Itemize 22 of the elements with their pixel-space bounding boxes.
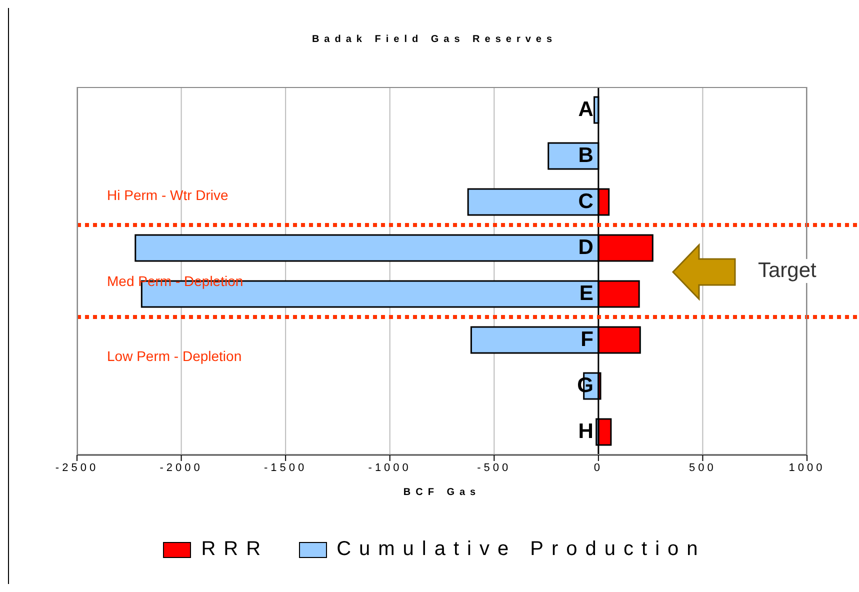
- y-tick-label: C: [577, 189, 594, 215]
- x-tick-label: -1000: [368, 462, 412, 474]
- y-tick-label: H: [577, 419, 594, 445]
- y-tick-label: E: [578, 281, 594, 307]
- x-tick-label: -2500: [55, 462, 99, 474]
- x-tick-label: -500: [477, 462, 512, 474]
- x-tick-label: -1500: [264, 462, 308, 474]
- chart-title: Badak Field Gas Reserves: [310, 34, 558, 45]
- y-tick-label: A: [577, 97, 594, 123]
- legend-label: RRR: [201, 538, 269, 561]
- x-axis-title: BCF Gas: [402, 487, 482, 498]
- y-tick-label: B: [577, 143, 594, 169]
- annotation: Target: [754, 259, 820, 283]
- x-tick-label: -2000: [160, 462, 203, 474]
- annotation: Low Perm - Depletion: [107, 348, 242, 364]
- y-tick-label: F: [580, 327, 594, 353]
- legend-label: Cumulative Production: [336, 538, 706, 561]
- x-tick-label: 500: [689, 462, 716, 474]
- x-tick-label: 1000: [788, 462, 826, 474]
- annotation: Hi Perm - Wtr Drive: [107, 187, 228, 204]
- y-tick-label: D: [577, 235, 594, 261]
- x-tick-label: 0: [594, 462, 603, 474]
